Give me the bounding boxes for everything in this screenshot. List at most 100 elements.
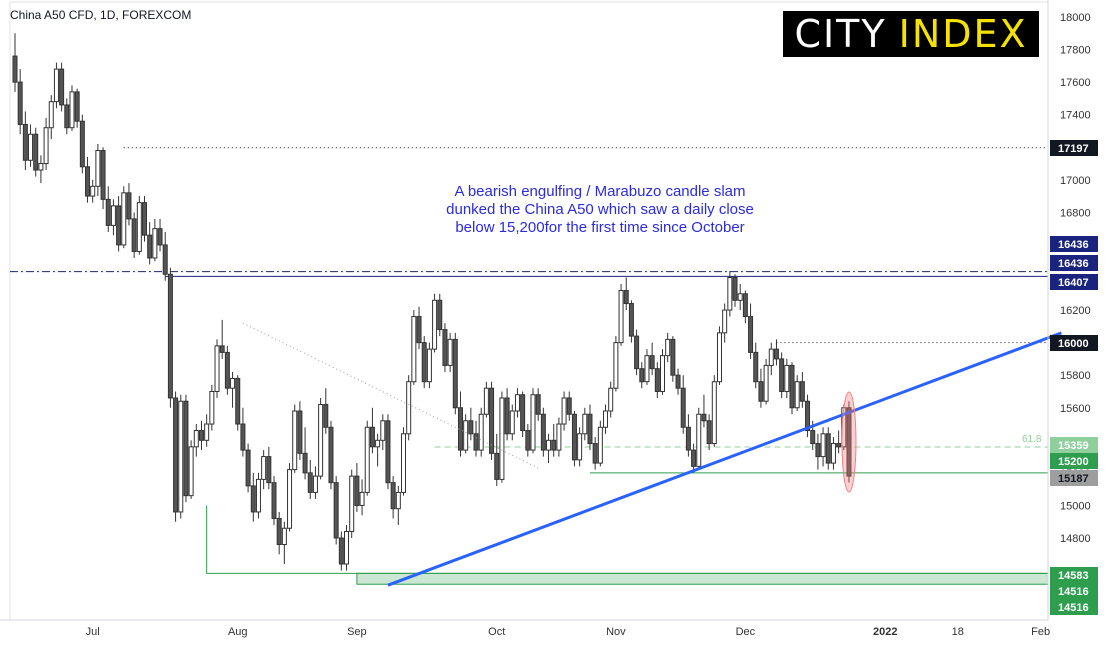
candle [701,394,707,428]
candle [820,427,826,467]
candle-body [307,472,313,493]
candle [618,284,624,346]
candle [691,443,697,473]
candle [494,433,500,486]
candle-body [297,410,303,454]
candle-body [437,299,443,331]
candle [613,336,619,392]
candle-body [696,413,702,467]
candle [261,450,267,490]
candle-body [628,303,634,337]
candle [214,339,220,398]
candle [794,375,800,412]
candle [287,463,293,532]
candle [198,420,204,451]
candle-body [520,394,526,432]
price-axis[interactable]: 1480015000152001540015600158001600016200… [1047,0,1098,620]
candle-body [577,433,583,461]
candle [463,414,469,454]
time-tick-label: 18 [952,626,964,638]
candle [17,69,23,135]
candle [59,62,65,112]
candle [670,336,676,382]
candle-body [722,309,728,334]
price-tick-label: 15600 [1060,403,1091,415]
candle [338,531,344,571]
candle [520,391,526,438]
price-level-tag-bg [1050,567,1098,583]
price-tick-label: 17400 [1060,110,1091,122]
candle [100,147,106,210]
candle [416,306,422,350]
candle [432,293,438,353]
candle [292,404,298,473]
candle-body [79,120,85,168]
candle-body [794,381,800,409]
candle-body [478,413,484,451]
candle [789,362,795,415]
candle [79,114,85,174]
time-axis[interactable]: Jul Aug Sep Oct Nov Dec 2022 18 Feb [0,619,1050,638]
candle-body [665,338,671,357]
plot-area [9,1,1049,621]
candle [204,414,210,447]
price-tick-label: 18000 [1060,12,1091,24]
candles-layer [12,33,852,571]
candle [271,476,277,525]
candle-body [546,439,552,451]
price-level-tag-label: 16000 [1058,338,1089,350]
candle [644,349,650,385]
candle [380,414,386,451]
candle-body [535,394,541,415]
candle-body [250,485,256,513]
candle-body [525,430,531,451]
candle-body [789,364,795,409]
candle-body [48,101,54,129]
candle-body [670,338,676,376]
candle [255,472,261,519]
logo-part-index: INDEX [898,12,1028,56]
candle-body [131,218,137,252]
candle [447,332,453,372]
candle [167,267,173,408]
candle [157,218,163,252]
candle-body [245,449,251,487]
candle-body [359,491,365,506]
candle-body [266,456,272,484]
candle-body [178,400,184,513]
price-tick-label: 15800 [1060,370,1091,382]
candle [375,433,381,467]
candle-body [654,368,660,392]
candle-body [173,397,179,513]
candle [768,342,774,376]
candle-body [836,443,842,448]
candle [38,155,44,184]
price-level-tag: 14516 [1050,583,1098,599]
engulfing-highlight [841,391,857,493]
candle [577,427,583,467]
candle-body [447,338,453,366]
candle [566,391,572,421]
candle-body [85,166,91,197]
candle [307,459,313,499]
candle-body [530,394,536,451]
candle [266,446,272,490]
candle [597,420,603,467]
candle-body [152,228,158,259]
price-tick-label: 17000 [1060,175,1091,187]
candle [230,371,236,408]
candle [281,521,287,565]
annotation-line: below 15,200for the first time since Oct… [455,219,745,236]
candle [224,345,230,395]
price-tick-label: 17800 [1060,45,1091,57]
candle [758,368,764,408]
time-tick-label: Sep [347,626,367,638]
candle-body [395,491,401,510]
candle [152,218,158,262]
candle [489,381,495,460]
candle-body [209,390,215,425]
candle-body [499,397,505,480]
candle [136,196,142,255]
fib-label: 61.8 [1022,434,1042,445]
